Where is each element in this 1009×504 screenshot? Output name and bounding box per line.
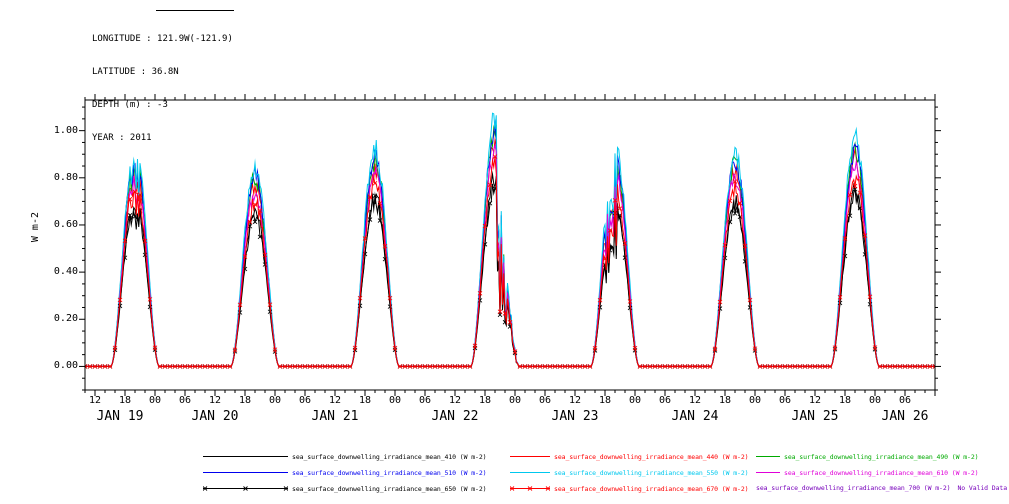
x-day-label: JAN 26 xyxy=(881,409,929,424)
x-hour-tick-label: 12 xyxy=(688,395,702,406)
legend-line-sample xyxy=(203,456,288,457)
legend-label: sea_surface_downwelling_irradiance_mean_… xyxy=(756,484,951,492)
legend-item: sea_surface_downwelling_irradiance_mean_… xyxy=(510,452,749,461)
x-hour-tick-label: 06 xyxy=(658,395,672,406)
legend-item: sea_surface_downwelling_irradiance_mean_… xyxy=(203,468,487,477)
x-day-label: JAN 22 xyxy=(431,409,479,424)
x-day-label: JAN 23 xyxy=(551,409,599,424)
x-hour-tick-label: 00 xyxy=(388,395,402,406)
x-hour-tick-label: 18 xyxy=(838,395,852,406)
x-hour-tick-label: 12 xyxy=(808,395,822,406)
x-day-label: JAN 24 xyxy=(671,409,719,424)
x-hour-tick-label: 00 xyxy=(748,395,762,406)
legend-label: sea_surface_downwelling_irradiance_mean_… xyxy=(554,452,749,461)
legend-label: sea_surface_downwelling_irradiance_mean_… xyxy=(554,484,749,493)
x-hour-tick-label: 06 xyxy=(178,395,192,406)
legend-label: sea_surface_downwelling_irradiance_mean_… xyxy=(784,468,979,477)
x-hour-tick-label: 00 xyxy=(868,395,882,406)
y-tick-label: 0.00 xyxy=(53,360,78,372)
x-hour-tick-label: 06 xyxy=(778,395,792,406)
legend-item: sea_surface_downwelling_irradiance_mean_… xyxy=(203,452,487,461)
x-hour-tick-label: 18 xyxy=(598,395,612,406)
legend-item: sea_surface_downwelling_irradiance_mean_… xyxy=(756,468,979,477)
x-hour-tick-label: 00 xyxy=(628,395,642,406)
legend-item: sea_surface_downwelling_irradiance_mean_… xyxy=(510,468,749,477)
x-day-label: JAN 20 xyxy=(191,409,239,424)
legend-line-sample xyxy=(510,486,550,491)
legend-line-sample xyxy=(756,472,780,473)
y-tick-label: 0.60 xyxy=(53,218,78,230)
legend-line-sample xyxy=(756,456,780,457)
y-tick-label: 0.20 xyxy=(53,313,78,325)
legend-item: sea_surface_downwelling_irradiance_mean_… xyxy=(756,484,1007,492)
legend-label: sea_surface_downwelling_irradiance_mean_… xyxy=(784,452,979,461)
legend-label: sea_surface_downwelling_irradiance_mean_… xyxy=(292,468,487,477)
x-hour-tick-label: 00 xyxy=(148,395,162,406)
legend-item: sea_surface_downwelling_irradiance_mean_… xyxy=(510,484,749,493)
y-tick-label: 1.00 xyxy=(53,124,78,136)
x-hour-tick-label: 06 xyxy=(418,395,432,406)
x-hour-tick-label: 06 xyxy=(298,395,312,406)
legend-item: sea_surface_downwelling_irradiance_mean_… xyxy=(203,484,487,493)
y-tick-label: 0.80 xyxy=(53,171,78,183)
x-hour-tick-label: 06 xyxy=(898,395,912,406)
no-valid-data-note: No Valid Data xyxy=(957,484,1008,492)
x-hour-tick-label: 18 xyxy=(478,395,492,406)
y-tick-label: 0.40 xyxy=(53,266,78,278)
legend-line-sample xyxy=(203,472,288,473)
legend-line-sample xyxy=(510,456,550,457)
legend-item: sea_surface_downwelling_irradiance_mean_… xyxy=(756,452,979,461)
x-hour-tick-label: 12 xyxy=(88,395,102,406)
x-hour-tick-label: 12 xyxy=(448,395,462,406)
legend-line-sample xyxy=(203,486,288,491)
x-day-label: JAN 25 xyxy=(791,409,839,424)
legend-line-sample xyxy=(510,472,550,473)
x-hour-tick-label: 12 xyxy=(568,395,582,406)
x-hour-tick-label: 12 xyxy=(328,395,342,406)
x-hour-tick-label: 18 xyxy=(118,395,132,406)
x-hour-tick-label: 06 xyxy=(538,395,552,406)
x-hour-tick-label: 18 xyxy=(358,395,372,406)
x-hour-tick-label: 18 xyxy=(718,395,732,406)
x-day-label: JAN 19 xyxy=(96,409,144,424)
legend-label: sea_surface_downwelling_irradiance_mean_… xyxy=(554,468,749,477)
legend-label: sea_surface_downwelling_irradiance_mean_… xyxy=(292,452,487,461)
x-day-label: JAN 21 xyxy=(311,409,359,424)
x-hour-tick-label: 00 xyxy=(268,395,282,406)
x-hour-tick-label: 18 xyxy=(238,395,252,406)
legend-label: sea_surface_downwelling_irradiance_mean_… xyxy=(292,484,487,493)
x-hour-tick-label: 00 xyxy=(508,395,522,406)
x-hour-tick-label: 12 xyxy=(208,395,222,406)
